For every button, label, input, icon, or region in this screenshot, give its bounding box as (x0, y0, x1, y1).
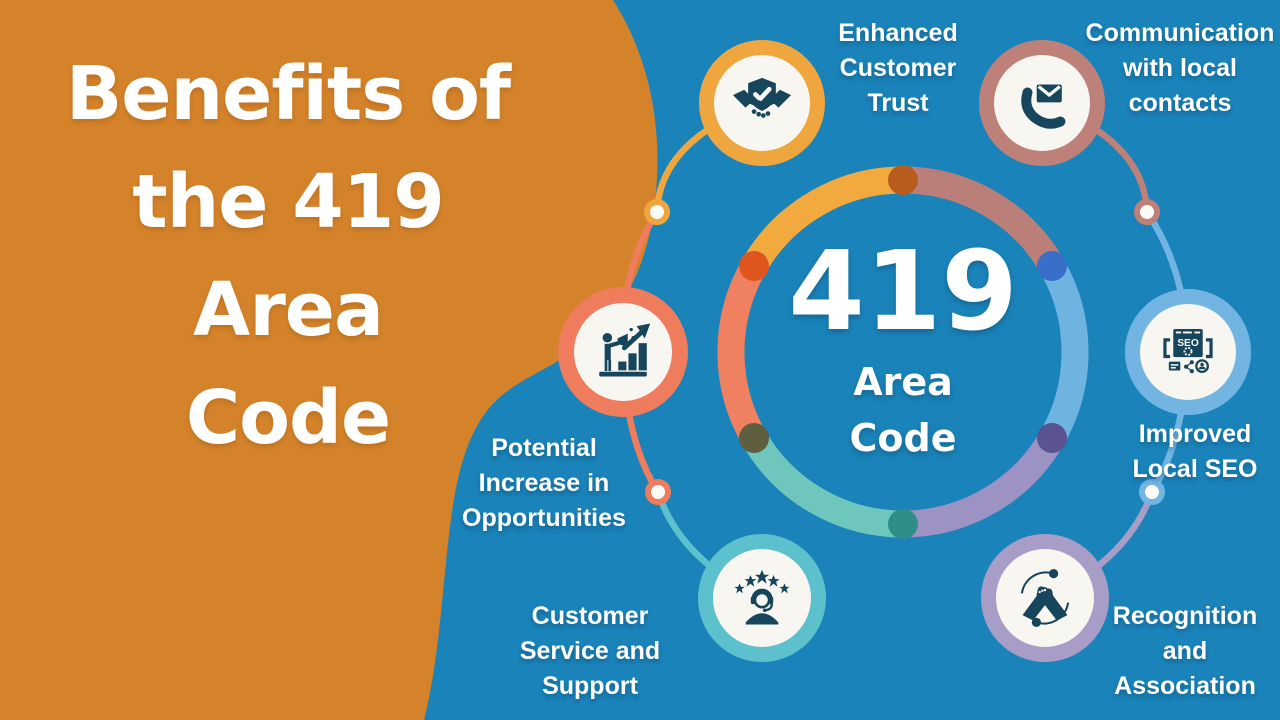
benefit-label-improved-local-seo: Improved Local SEO (1103, 417, 1280, 487)
label-line: Opportunities (462, 504, 626, 532)
benefit-label-communication-with-local-contacts: Communication with local contacts (1073, 16, 1280, 121)
label-line: Support (542, 672, 638, 700)
label-line: Service and (519, 637, 661, 665)
benefit-node-improved-local-seo: SEO (1125, 289, 1251, 415)
label-line: with local (1123, 54, 1237, 82)
page-title-line: Benefits of (65, 51, 511, 137)
junction-dot-left-bottom (645, 479, 671, 505)
hub-dot-bottom (888, 509, 918, 539)
page-title-line: the 419 Area (132, 159, 444, 353)
background-blob (0, 0, 658, 720)
label-line: Association (1114, 672, 1256, 700)
benefit-label-enhanced-customer-trust: Enhanced Customer Trust (798, 16, 998, 121)
hub-dot-top (888, 165, 918, 195)
benefit-label-recognition-and-association: Recognition and Association (1083, 599, 1280, 704)
area-code-word: Area (853, 360, 953, 404)
area-code-number: 419 (788, 227, 1018, 355)
hub-ring-segment-orange (742, 166, 904, 273)
hub-ring-segment-purple (902, 431, 1064, 538)
label-line: Local SEO (1132, 455, 1258, 483)
page-title: Benefits of the 419 Area Code (28, 40, 548, 472)
arm-wrestle-icon (1020, 568, 1070, 628)
handshake-shield-icon (732, 77, 792, 118)
label-line: Recognition (1112, 602, 1258, 630)
hub-dot-upper-right (1037, 251, 1067, 281)
hub-ring-segment-blue (1040, 259, 1089, 445)
hub-center-text: 419 Area Code (743, 236, 1063, 464)
benefit-node-potential-increase-in-opportunities (558, 287, 688, 417)
label-line: Increase in (478, 469, 610, 497)
junction-dot-right-top (1134, 199, 1160, 225)
label-line: Improved (1138, 420, 1252, 448)
hub-ring-segment-mauve (902, 166, 1064, 273)
headset-person-stars-icon (734, 569, 790, 625)
label-line: Customer (531, 602, 649, 630)
label-line: and (1162, 637, 1208, 665)
label-line: Potential (491, 434, 597, 462)
label-line: Customer (839, 54, 957, 82)
label-line: Enhanced (838, 19, 958, 47)
hub-ring-segment-teal (742, 431, 904, 538)
area-code-word: Code (849, 416, 957, 460)
seo-browser-icon: SEO (1163, 328, 1213, 374)
hub-dot-upper-left (739, 251, 769, 281)
hub-dot-lower-right (1037, 423, 1067, 453)
page-title-line: Code (185, 375, 391, 461)
growth-chart-megaphone-icon (599, 323, 651, 377)
seo-icon-text: SEO (1177, 338, 1199, 349)
hub-ring-segment-salmon (717, 259, 766, 445)
benefit-label-customer-service-and-support: Customer Service and Support (493, 599, 687, 704)
junction-dot-right-bottom (1139, 479, 1165, 505)
benefit-node-customer-service-and-support (698, 534, 826, 662)
label-line: contacts (1128, 89, 1232, 117)
benefit-label-potential-increase-in-opportunities: Potential Increase in Opportunities (448, 431, 640, 536)
phone-envelope-icon (1021, 84, 1066, 129)
label-line: Trust (867, 89, 929, 117)
hub-dot-lower-left (739, 423, 769, 453)
junction-dot-left-top (644, 199, 670, 225)
label-line: Communication (1085, 19, 1275, 47)
